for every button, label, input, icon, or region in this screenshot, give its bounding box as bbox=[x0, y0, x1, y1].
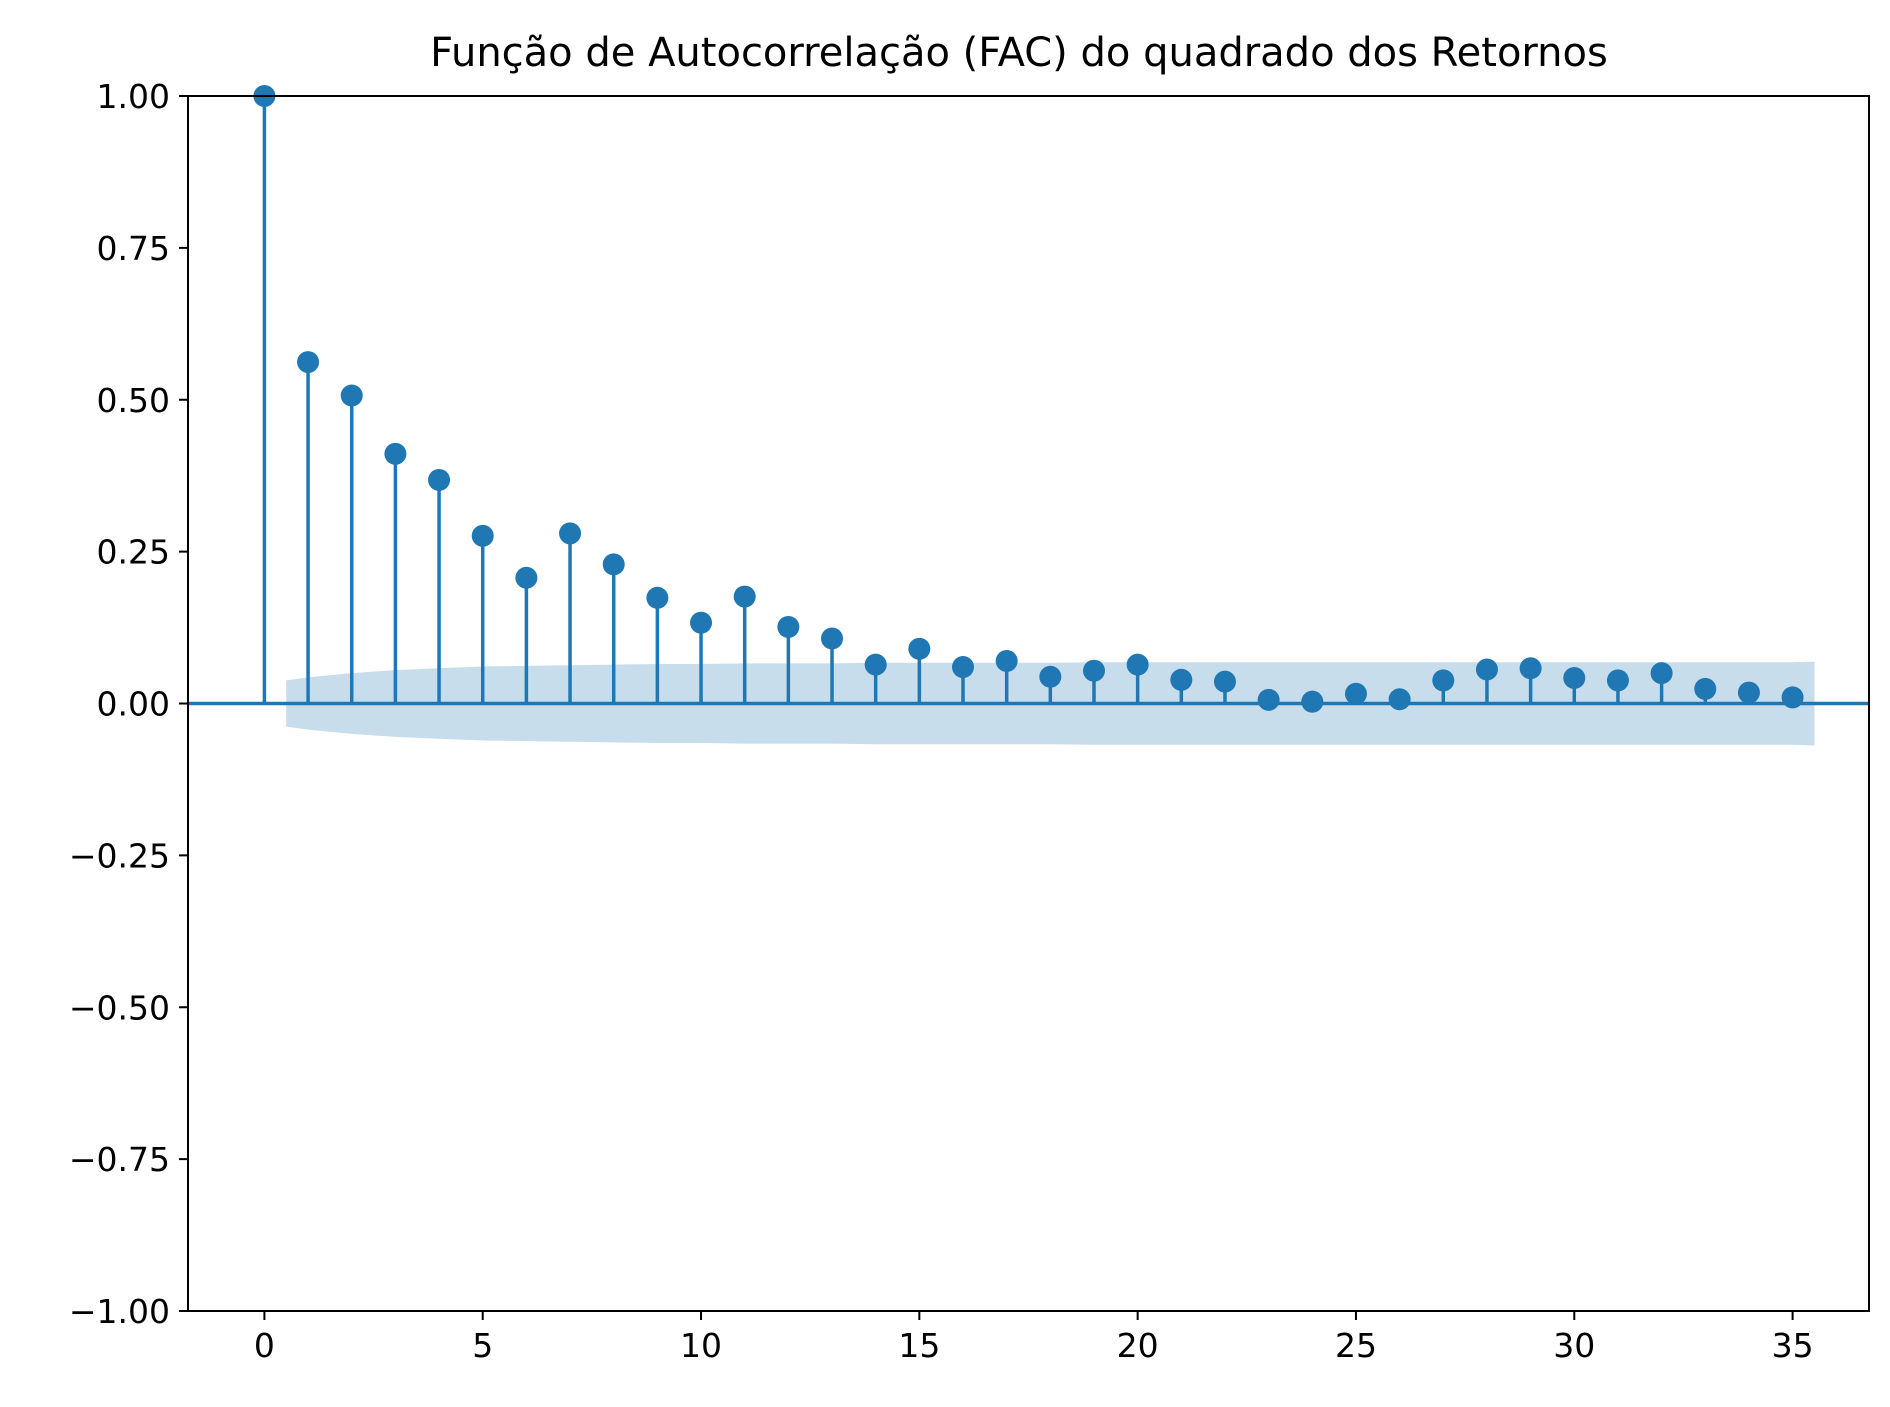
stem-layer bbox=[188, 85, 1869, 713]
marker-lag-32 bbox=[1650, 662, 1673, 685]
marker-lag-5 bbox=[471, 524, 494, 547]
marker-lag-7 bbox=[559, 522, 582, 545]
marker-lag-8 bbox=[602, 553, 625, 576]
axes: 0 5 10 15 20 25 30 35 −1.00 −0.75 −0.50 −0.25 0.00 0.… bbox=[69, 77, 1870, 1365]
y-tick-label: 1.00 bbox=[97, 77, 170, 116]
x-tick-label: 15 bbox=[898, 1326, 940, 1365]
marker-lag-23 bbox=[1257, 688, 1280, 711]
marker-lag-11 bbox=[733, 585, 756, 608]
marker-lag-17 bbox=[995, 649, 1018, 672]
marker-lag-16 bbox=[952, 656, 975, 679]
marker-lag-10 bbox=[690, 611, 713, 634]
marker-lag-9 bbox=[646, 586, 669, 609]
marker-lag-3 bbox=[384, 442, 407, 465]
marker-lag-1 bbox=[297, 351, 320, 374]
y-tick-label: −0.50 bbox=[69, 988, 170, 1027]
y-tick-label: 0.25 bbox=[97, 533, 170, 572]
x-tick-label: 25 bbox=[1335, 1326, 1377, 1365]
marker-lag-18 bbox=[1039, 665, 1062, 688]
x-tick-label: 10 bbox=[680, 1326, 722, 1365]
marker-lag-13 bbox=[821, 627, 844, 650]
x-tick-label: 35 bbox=[1772, 1326, 1814, 1365]
marker-lag-27 bbox=[1432, 669, 1455, 692]
y-tick-label: −0.75 bbox=[69, 1140, 170, 1179]
marker-lag-15 bbox=[908, 637, 931, 660]
x-tick-label: 0 bbox=[254, 1326, 275, 1365]
y-tick-label: −1.00 bbox=[69, 1292, 170, 1331]
marker-lag-33 bbox=[1694, 677, 1717, 700]
x-tick-label: 30 bbox=[1553, 1326, 1595, 1365]
marker-lag-2 bbox=[340, 384, 363, 407]
marker-lag-20 bbox=[1126, 653, 1149, 676]
y-tick-label: 0.00 bbox=[97, 685, 170, 724]
marker-lag-29 bbox=[1519, 657, 1542, 680]
marker-lag-31 bbox=[1606, 669, 1629, 692]
marker-lag-21 bbox=[1170, 668, 1193, 691]
x-tick-label: 20 bbox=[1117, 1326, 1159, 1365]
marker-lag-22 bbox=[1213, 670, 1236, 693]
marker-lag-6 bbox=[515, 566, 538, 589]
y-tick-label: 0.50 bbox=[97, 381, 170, 420]
marker-lag-30 bbox=[1563, 666, 1586, 689]
marker-lag-35 bbox=[1781, 686, 1804, 709]
marker-lag-28 bbox=[1475, 658, 1498, 681]
y-tick-label: 0.75 bbox=[97, 229, 170, 268]
marker-lag-25 bbox=[1344, 682, 1367, 705]
marker-lag-24 bbox=[1301, 690, 1324, 713]
marker-lag-26 bbox=[1388, 688, 1411, 711]
marker-lag-12 bbox=[777, 615, 800, 638]
marker-lag-34 bbox=[1737, 681, 1760, 704]
marker-lag-14 bbox=[864, 653, 887, 676]
chart-title: Função de Autocorrelação (FAC) do quadra… bbox=[430, 30, 1608, 76]
marker-lag-19 bbox=[1082, 659, 1105, 682]
marker-lag-4 bbox=[428, 468, 451, 491]
y-tick-label: −0.25 bbox=[69, 836, 170, 875]
x-tick-label: 5 bbox=[472, 1326, 493, 1365]
